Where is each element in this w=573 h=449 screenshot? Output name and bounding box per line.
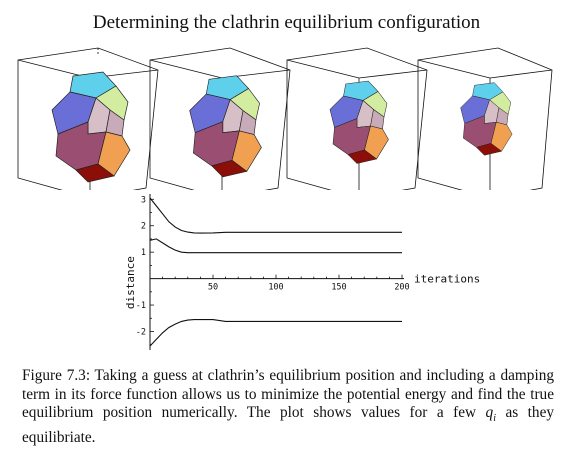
polyhedron-face — [347, 149, 378, 164]
polyhedron-2 — [189, 75, 262, 178]
series-line-1 — [149, 197, 402, 234]
polyhedron-face — [364, 125, 389, 160]
figure-caption: Figure 7.3: Taking a guess at clathrin’s… — [22, 367, 554, 447]
y-tick-label: 1 — [141, 248, 146, 258]
polyhedron-face — [231, 130, 262, 172]
polyhedra-row — [17, 47, 553, 190]
y-tick-label: -1 — [136, 301, 146, 311]
polyhedron-face — [476, 143, 503, 156]
y-tick-label: 2 — [141, 222, 146, 232]
figure-title: Determining the clathrin equilibrium con… — [92, 12, 481, 33]
cube-1 — [17, 47, 159, 190]
polyhedron-3 — [329, 80, 389, 164]
cube-2 — [149, 47, 291, 190]
polyhedron-4 — [460, 82, 513, 156]
x-tick-label: 200 — [394, 283, 409, 293]
polyhedron-face — [75, 163, 115, 183]
equilibrium-plot: 50 100 150 200 3 2 1 -1 -2 iterations distance — [124, 194, 480, 350]
caption-text: Figure 7.3: Taking a guess at clathrin’s… — [22, 367, 554, 421]
x-axis-label: iterations — [414, 273, 480, 286]
polyhedron-1 — [51, 71, 131, 183]
y-axis-label: distance — [124, 256, 137, 309]
caption-text-end: as they equilibriate. — [22, 404, 555, 446]
plot-labels: 50 100 150 200 3 2 1 -1 -2 iterations distance — [124, 195, 480, 337]
x-tick-label: 150 — [331, 283, 346, 293]
caption-subscript: i — [493, 413, 496, 425]
cube-4 — [417, 47, 553, 190]
polyhedron-face — [211, 159, 248, 178]
polyhedron-face — [490, 121, 513, 152]
caption-symbol: q — [485, 404, 494, 421]
plot-axes — [149, 194, 404, 350]
cube-3 — [286, 47, 428, 190]
plot-curves — [149, 197, 402, 347]
x-tick-label: 50 — [208, 283, 218, 293]
series-line-2 — [149, 238, 402, 254]
polyhedron-face — [97, 131, 131, 177]
y-tick-label: -2 — [136, 327, 146, 337]
y-tick-label: 3 — [141, 195, 146, 205]
series-line-3 — [149, 319, 402, 347]
x-tick-label: 100 — [268, 283, 283, 293]
